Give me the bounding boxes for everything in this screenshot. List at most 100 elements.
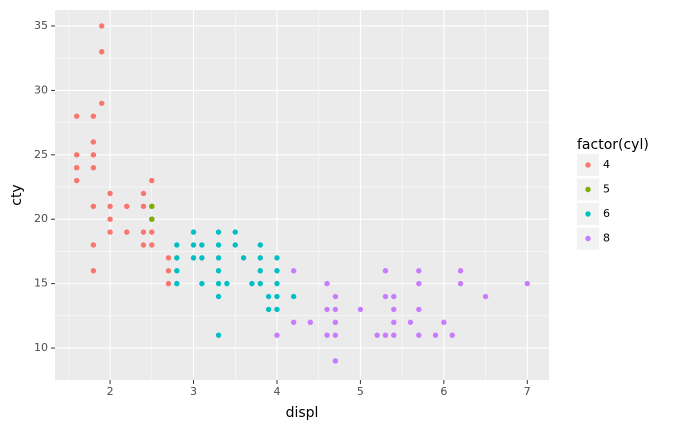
point: [215, 293, 222, 300]
point: [482, 293, 489, 300]
point: [382, 268, 389, 274]
point: [432, 332, 439, 338]
point: [174, 280, 180, 287]
point: [332, 358, 339, 364]
point: [274, 268, 280, 274]
point: [124, 229, 130, 235]
point: [149, 203, 155, 210]
point: [232, 229, 238, 235]
x-tick-label: 3: [190, 385, 197, 398]
point: [215, 242, 222, 248]
point: [274, 293, 280, 300]
point: [149, 177, 155, 184]
point: [73, 164, 80, 171]
point: [332, 319, 339, 325]
point: [107, 203, 113, 210]
point: [382, 332, 389, 338]
point: [90, 152, 97, 158]
point: [524, 280, 531, 287]
point: [90, 164, 97, 171]
legend-label: 6: [603, 207, 610, 220]
x-tick-label: 5: [357, 385, 364, 398]
point: [165, 280, 172, 287]
point: [190, 242, 197, 248]
point: [224, 280, 230, 287]
point: [199, 280, 205, 287]
point: [391, 293, 397, 300]
point: [257, 242, 263, 248]
point: [307, 319, 314, 325]
y-tick-label: 35: [34, 19, 48, 32]
point: [274, 306, 280, 313]
point: [324, 280, 330, 287]
point: [90, 113, 97, 119]
point: [199, 255, 205, 261]
y-tick-label: 15: [34, 277, 48, 290]
legend-label: 5: [603, 183, 610, 196]
point: [324, 306, 330, 313]
legend-label: 8: [603, 232, 610, 245]
point: [124, 203, 130, 210]
point: [140, 203, 147, 210]
point: [257, 280, 263, 287]
point: [73, 113, 80, 119]
point: [332, 293, 339, 300]
point: [215, 268, 222, 274]
point: [190, 229, 197, 235]
point: [457, 268, 464, 274]
point: [215, 255, 222, 261]
point: [416, 280, 422, 287]
point: [190, 255, 197, 261]
point: [90, 139, 97, 145]
point: [449, 332, 455, 338]
point: [357, 306, 364, 313]
legend-marker: [585, 162, 591, 168]
x-tick-label: 6: [440, 385, 447, 398]
point: [199, 242, 205, 248]
point: [274, 280, 280, 287]
x-tick-label: 2: [107, 385, 114, 398]
point: [174, 242, 180, 248]
point: [232, 242, 238, 248]
point: [265, 293, 272, 300]
legend-title: factor(cyl): [577, 137, 649, 153]
point: [165, 268, 172, 274]
legend-marker: [585, 211, 591, 217]
point: [249, 280, 255, 287]
point: [290, 293, 297, 300]
y-axis-title: cty: [9, 184, 25, 205]
point: [99, 49, 105, 55]
point: [149, 216, 155, 222]
legend-label: 4: [603, 158, 610, 171]
point: [324, 332, 330, 338]
x-tick-label: 7: [524, 385, 531, 398]
point: [99, 100, 105, 106]
point: [107, 216, 113, 222]
point: [99, 23, 105, 29]
point: [374, 332, 380, 338]
point: [140, 242, 147, 248]
x-axis-title: displ: [286, 405, 319, 421]
y-tick-label: 25: [34, 148, 48, 161]
legend-marker: [585, 235, 591, 242]
point: [149, 229, 155, 235]
y-tick-label: 30: [34, 83, 48, 96]
point: [140, 229, 147, 235]
point: [240, 255, 247, 261]
point: [416, 332, 422, 338]
point: [290, 268, 297, 274]
legend-marker: [585, 186, 591, 193]
y-tick-label: 20: [34, 212, 48, 225]
point: [73, 177, 80, 184]
point: [274, 332, 280, 338]
point: [257, 268, 263, 274]
point: [382, 293, 389, 300]
point: [174, 255, 180, 261]
point: [90, 203, 97, 210]
point: [407, 319, 414, 325]
point: [265, 306, 272, 313]
point: [174, 268, 180, 274]
point: [73, 152, 80, 158]
x-tick-label: 4: [273, 385, 280, 398]
